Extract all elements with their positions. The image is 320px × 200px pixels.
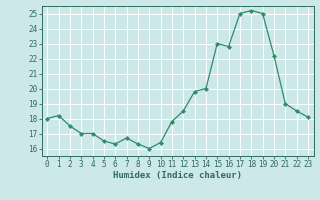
X-axis label: Humidex (Indice chaleur): Humidex (Indice chaleur) [113,171,242,180]
